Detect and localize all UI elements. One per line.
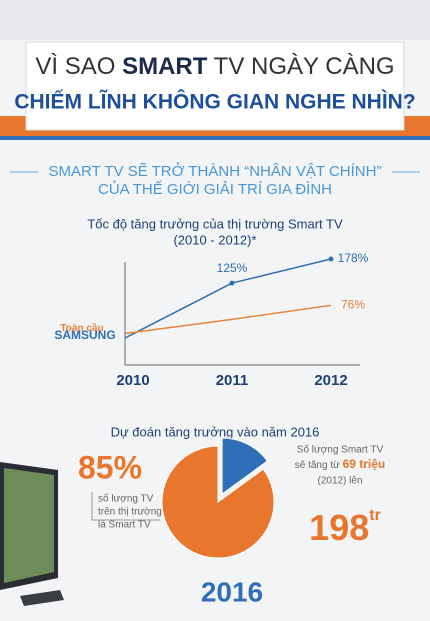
point [328, 256, 334, 262]
caption-line: trên thị trường [98, 507, 162, 518]
x-tick-label: 2011 [216, 372, 249, 389]
pie-chart [161, 437, 275, 559]
tv-stand [20, 590, 64, 606]
header-text: VÌ SAO [35, 53, 115, 80]
header-line1: VÌ SAO SMART TV NGÀY CÀNG [35, 53, 394, 80]
forecast-value: 198tr [309, 507, 381, 548]
series-line [124, 304, 332, 335]
x-tick-label: 2010 [116, 372, 149, 389]
pie-slice [161, 445, 275, 559]
value-label: 76% [341, 297, 365, 311]
forecast-text: Số lượng Smart TV [297, 444, 384, 456]
pie-title: Dự đoán tăng trưởng vào năm 2016 [111, 424, 320, 439]
big-percent: 85% [78, 449, 142, 485]
legend-label: Toàn cầu [60, 322, 103, 334]
value-label: 125% [217, 261, 248, 275]
point [229, 280, 235, 286]
forecast-number: 198 [309, 507, 369, 548]
line-chart: 2010 2011 2012 125% 178% SAMSUNG 76% Toàn cầu [54, 251, 368, 389]
caption: số lượng TV trên thị trường là Smart TV [98, 493, 162, 531]
caption-line: số lượng TV [98, 493, 154, 505]
caption-line: là Smart TV [98, 520, 151, 531]
top-band [0, 0, 430, 40]
chart-title: Tốc độ tăng trưởng của thị trường Smart … [87, 216, 343, 231]
chart-title: (2010 - 2012)* [173, 232, 256, 247]
forecast-highlight: 69 triệu [343, 457, 386, 471]
x-tick-label: 2012 [314, 372, 347, 389]
smart-logo: SMART [122, 53, 208, 80]
blue-stripe [0, 136, 430, 140]
pie-year: 2016 [201, 576, 263, 607]
header-line2: CHIẾM LĨNH KHÔNG GIAN NGHE NHÌN? [14, 90, 415, 114]
value-label: 178% [338, 251, 369, 265]
subtitle: CỦA THẾ GIỚI GIẢI TRÍ GIA ĐÌNH [98, 180, 332, 198]
callout-line [91, 492, 160, 521]
pie-slice [221, 437, 269, 495]
legend-label: SAMSUNG [54, 328, 115, 342]
forecast-unit: tr [369, 507, 381, 524]
header-box [25, 41, 405, 131]
header-text: TV NGÀY CÀNG [214, 53, 395, 80]
tv-screen [4, 468, 54, 583]
tv-illustration [0, 462, 64, 606]
subtitle: SMART TV SẼ TRỞ THÀNH “NHÂN VẬT CHÍNH” [49, 162, 382, 180]
forecast-text: sẽ tăng từ 69 triệu [295, 457, 386, 471]
forecast-text: sẽ tăng từ [295, 460, 340, 471]
forecast-text: (2012) lên [317, 476, 362, 487]
